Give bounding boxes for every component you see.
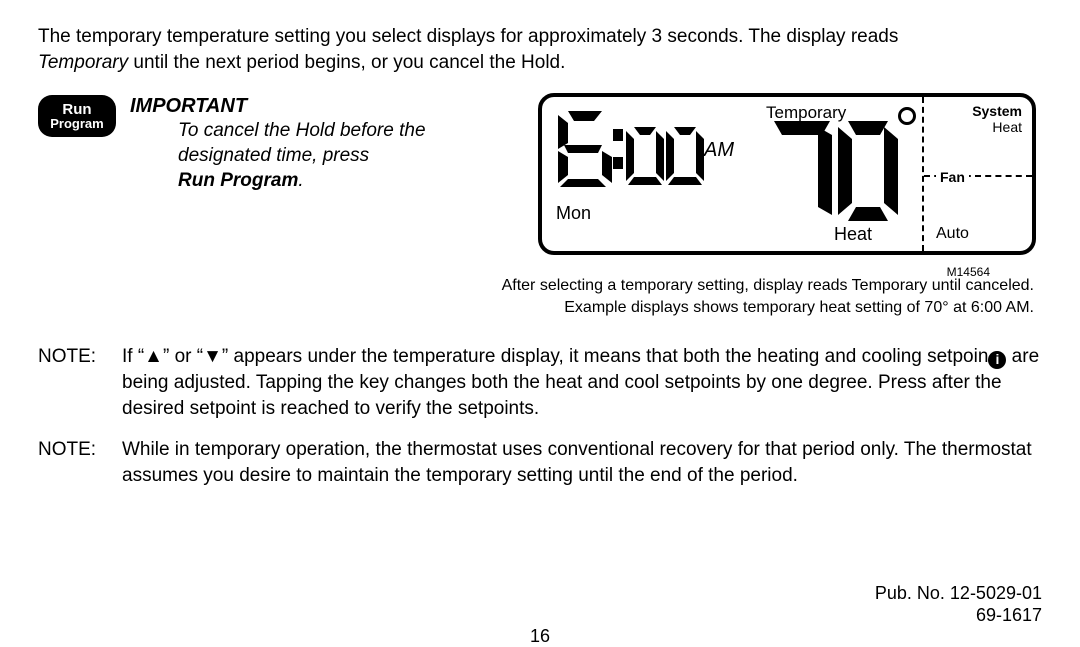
important-title: IMPORTANT xyxy=(130,93,470,119)
triangle-down-icon: ▼ xyxy=(203,344,222,370)
lcd-main-area: AM Mon Temporary Heat xyxy=(542,97,922,251)
important-and-display-row: Run Program IMPORTANT To cancel the Hold… xyxy=(38,93,1042,255)
note-label-1: NOTE: xyxy=(38,344,122,421)
important-line1: To cancel the Hold before the xyxy=(178,120,426,141)
n1-b: ” or “ xyxy=(163,346,203,367)
fan-value: Auto xyxy=(936,225,969,243)
triangle-up-icon: ▲ xyxy=(144,344,163,370)
fan-label: Fan xyxy=(936,169,969,185)
important-body: To cancel the Hold before the designated… xyxy=(130,119,470,193)
caption-line2: Example displays shows temporary heat se… xyxy=(564,299,1034,316)
n1-c: ” appears under the temperature display,… xyxy=(222,346,988,367)
note-body-1: If “▲” or “▼” appears under the temperat… xyxy=(122,344,1042,421)
important-period: . xyxy=(298,170,303,191)
lcd-wrapper: AM Mon Temporary Heat System xyxy=(538,93,1036,255)
intro-temporary-word: Temporary xyxy=(38,52,128,73)
intro-line2-rest: until the next period begins, or you can… xyxy=(128,52,565,73)
button-line2: Program xyxy=(50,117,103,131)
doc-number: 69-1617 xyxy=(976,605,1042,626)
note-label-2: NOTE: xyxy=(38,437,122,488)
intro-line1: The temporary temperature setting you se… xyxy=(38,26,898,47)
important-line2: designated time, press xyxy=(178,145,369,166)
system-value: Heat xyxy=(992,119,1022,135)
thermostat-lcd: AM Mon Temporary Heat System xyxy=(538,93,1036,255)
note-1: NOTE: If “▲” or “▼” appears under the te… xyxy=(38,344,1042,421)
button-line1: Run xyxy=(62,102,91,118)
note-body-2: While in temporary operation, the thermo… xyxy=(122,437,1042,488)
run-program-button[interactable]: Run Program xyxy=(38,95,116,137)
digit-big0 xyxy=(836,121,900,221)
degree-symbol xyxy=(898,107,916,125)
digit-0a xyxy=(626,127,664,185)
model-code: M14564 xyxy=(947,265,990,279)
system-label: System xyxy=(972,103,1022,119)
info-icon: i xyxy=(988,351,1006,369)
important-run-program: Run Program xyxy=(178,170,298,191)
digit-6 xyxy=(554,109,612,187)
manual-page: The temporary temperature setting you se… xyxy=(0,0,1080,640)
lcd-side-panel: System Heat Fan Auto xyxy=(922,97,1032,251)
day-label: Mon xyxy=(556,203,591,224)
heat-mode-label: Heat xyxy=(834,224,872,245)
colon xyxy=(612,125,624,173)
caption-line1: After selecting a temporary setting, dis… xyxy=(502,277,1034,294)
ampm-label: AM xyxy=(704,139,734,162)
lcd-caption: After selecting a temporary setting, dis… xyxy=(38,275,1042,318)
n1-a: If “ xyxy=(122,346,144,367)
digit-7 xyxy=(770,121,834,221)
digit-0b xyxy=(666,127,704,185)
page-number: 16 xyxy=(530,626,550,647)
notes-section: NOTE: If “▲” or “▼” appears under the te… xyxy=(38,344,1042,488)
note-2: NOTE: While in temporary operation, the … xyxy=(38,437,1042,488)
pub-number: Pub. No. 12-5029-01 xyxy=(875,583,1042,604)
important-block: IMPORTANT To cancel the Hold before the … xyxy=(130,93,470,193)
temporary-label: Temporary xyxy=(766,103,846,123)
intro-paragraph: The temporary temperature setting you se… xyxy=(38,24,1042,75)
